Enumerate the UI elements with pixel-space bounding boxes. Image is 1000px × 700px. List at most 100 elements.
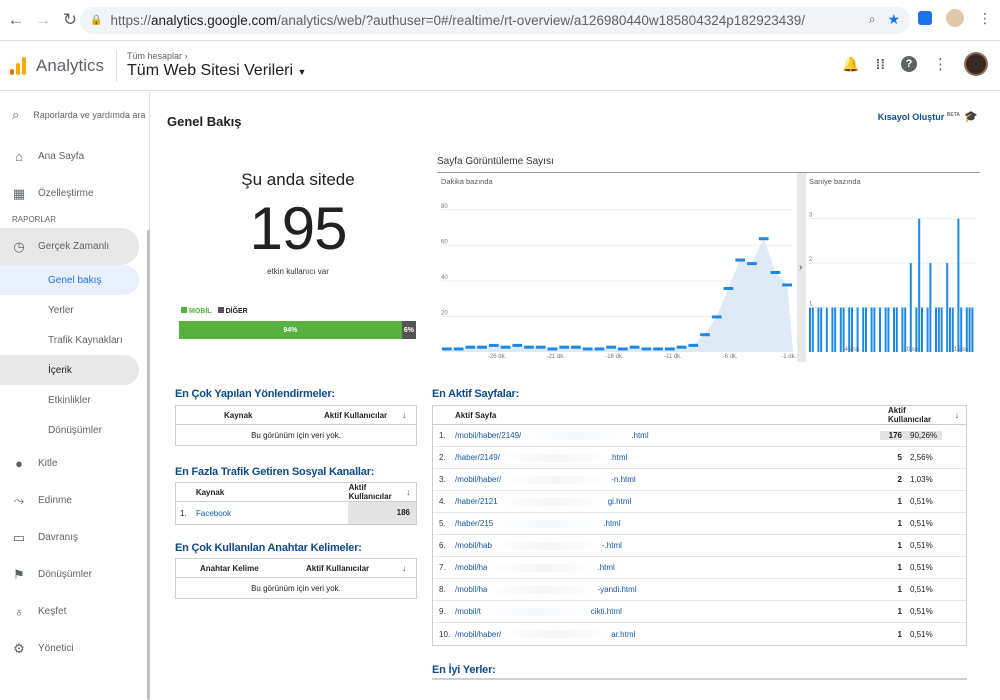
sort-arrow-icon[interactable]: ↓ <box>406 487 411 497</box>
row-page-link[interactable]: /mobil/hab -.html <box>455 541 622 550</box>
row-page-link[interactable]: /haber/215 .html <box>455 519 621 528</box>
row-count: 1 <box>897 585 902 594</box>
zoom-icon[interactable]: ⌕ <box>868 12 876 26</box>
second-bar <box>848 307 851 352</box>
star-icon[interactable]: ★ <box>887 11 900 27</box>
redacted-path <box>487 563 598 572</box>
sidebar-search[interactable]: ⌕ Raporlarda ve yardımda ara <box>0 92 149 138</box>
row-percent: 0,51% <box>910 607 933 616</box>
minute-bar-top <box>465 345 476 349</box>
x-tick-label: -6 dk. <box>723 354 738 360</box>
sort-arrow-icon[interactable]: ↓ <box>402 563 407 573</box>
back-icon[interactable]: ← <box>7 10 25 29</box>
row-page-link[interactable]: /mobil/t cikti.html <box>455 607 622 616</box>
lightbulb-icon: ♁ <box>14 604 24 619</box>
row-count: 1 <box>897 629 902 639</box>
row-page-link[interactable]: /haber/2149/.html <box>455 453 628 462</box>
row-source-link[interactable]: Facebook <box>196 508 232 518</box>
y-tick-label: 2 <box>809 257 813 263</box>
col-active-users[interactable]: Aktif Kullanıcılar <box>306 563 370 573</box>
empty-message: Bu görünüm için veri yok. <box>251 430 341 440</box>
second-bar <box>887 307 890 352</box>
row-index: 9. <box>439 607 446 616</box>
property-selector[interactable]: Tüm hesaplar › Tüm Web Sitesi Verileri ▼ <box>127 51 306 80</box>
row-count: 5 <box>897 453 902 462</box>
sidebar-sub-overview[interactable]: Genel bakış <box>0 265 139 295</box>
sidebar-item-label: Dönüşümler <box>38 569 92 580</box>
x-tick-label: -1 dk. <box>781 354 796 360</box>
redacted-path <box>493 519 604 528</box>
sidebar-item-behavior[interactable]: ▭ Davranış <box>0 519 149 556</box>
minute-bar-top <box>547 347 558 351</box>
help-icon[interactable]: ? <box>901 56 917 72</box>
col-active-users[interactable]: Aktif Kullanıcılar <box>888 406 932 424</box>
sort-arrow-icon[interactable]: ↓ <box>954 410 960 420</box>
bell-icon[interactable]: 🔔 <box>842 55 860 72</box>
row-index: 4. <box>439 497 446 506</box>
row-percent: 0,51% <box>910 519 933 528</box>
forward-icon[interactable]: → <box>34 10 52 29</box>
reload-icon[interactable]: ↻ <box>62 10 78 29</box>
analytics-logo-icon <box>10 56 26 75</box>
second-bar <box>957 218 960 352</box>
second-bar <box>865 307 867 352</box>
main-content: Genel Bakış Kısayol Oluştur BETA 🎓 Şu an… <box>151 92 1000 680</box>
chart-expand-icon: › <box>799 262 802 273</box>
row-page-link[interactable]: /mobil/ha -yandi.html <box>455 585 637 594</box>
sidebar-sub-conversions[interactable]: Dönüşümler <box>48 424 102 436</box>
second-bar <box>946 263 949 352</box>
sidebar-sub-content[interactable]: İçerik <box>0 355 139 385</box>
second-bar <box>971 307 974 352</box>
address-bar[interactable]: 🔒 https://analytics.google.com/analytics… <box>80 7 910 34</box>
sidebar-item-home[interactable]: ⌂ Ana Sayfa <box>0 138 149 175</box>
dashboard-plus-icon: ▦ <box>12 185 26 201</box>
sidebar-sub-traffic-sources[interactable]: Trafik Kaynakları <box>48 334 123 346</box>
row-count: 1 <box>897 519 902 528</box>
table-row: 2. /haber/2149/.html 5 2,56% <box>433 447 966 469</box>
profile-icon[interactable] <box>946 9 964 27</box>
graduation-cap-icon[interactable]: 🎓 <box>964 111 978 123</box>
second-bar <box>968 307 971 352</box>
row-page-link[interactable]: /mobil/haber/-n.html <box>455 475 636 484</box>
sidebar-sub-events[interactable]: Etkinlikler <box>48 394 91 406</box>
sidebar-item-label: Yönetici <box>38 643 74 654</box>
property-name[interactable]: Tüm Web Sitesi Verileri ▼ <box>127 62 307 79</box>
table-row: 1. Facebook 186 <box>176 502 416 524</box>
more-icon[interactable]: ⋮ <box>933 56 948 73</box>
sidebar-item-realtime[interactable]: ◷ Gerçek Zamanlı <box>0 228 139 265</box>
row-page-link[interactable]: /haber/2121 gi.html <box>455 497 632 506</box>
sidebar-item-conversions[interactable]: ⚑ Dönüşümler <box>0 556 149 593</box>
account-breadcrumb[interactable]: Tüm hesaplar › <box>127 51 188 61</box>
sidebar-item-customize[interactable]: ▦ Özelleştirme <box>0 175 149 212</box>
col-source[interactable]: Kaynak <box>224 410 253 420</box>
lock-icon: 🔒 <box>90 15 103 26</box>
extension-icon[interactable] <box>918 11 932 25</box>
sidebar-item-discover[interactable]: ♁ Keşfet <box>0 593 149 630</box>
col-keyword[interactable]: Anahtar Kelime <box>200 563 259 573</box>
x-tick-label: -45 sn. <box>843 347 862 353</box>
col-source[interactable]: Kaynak <box>195 487 225 497</box>
col-active-users[interactable]: Aktif Kullanıcılar <box>348 483 392 501</box>
col-active-page[interactable]: Aktif Sayfa <box>455 410 497 420</box>
referrals-title: En Çok Yapılan Yönlendirmeler: <box>175 388 335 400</box>
create-shortcut-button[interactable]: Kısayol Oluştur BETA <box>877 112 960 122</box>
col-active-users[interactable]: Aktif Kullanıcılar <box>324 410 388 420</box>
y-tick-label: 80 <box>441 204 448 210</box>
sidebar-sub-locations[interactable]: Yerler <box>48 304 74 316</box>
sort-arrow-icon[interactable]: ↓ <box>402 410 407 420</box>
sidebar-item-admin[interactable]: ⚙ Yönetici <box>0 630 149 667</box>
avatar[interactable] <box>964 52 988 76</box>
second-bar <box>895 307 898 352</box>
sidebar-scrollbar[interactable] <box>147 230 150 700</box>
sidebar-item-audience[interactable]: ● Kitle <box>0 445 149 482</box>
second-bar <box>831 307 834 352</box>
chrome-menu-icon[interactable]: ⋮ <box>978 9 992 26</box>
row-page-link[interactable]: /mobil/haber/ar.html <box>455 629 636 639</box>
minute-bar-top <box>582 347 593 351</box>
row-page-link[interactable]: /mobil/ha .html <box>455 563 615 572</box>
minute-bar-top <box>488 343 499 347</box>
apps-icon[interactable]: ⁞⁞ <box>875 56 885 72</box>
sidebar-item-acquisition[interactable]: ⤳ Edinme <box>0 482 149 519</box>
minute-bar-top <box>641 347 652 351</box>
row-page-link[interactable]: /mobil/haber/2149/.html <box>455 431 649 440</box>
